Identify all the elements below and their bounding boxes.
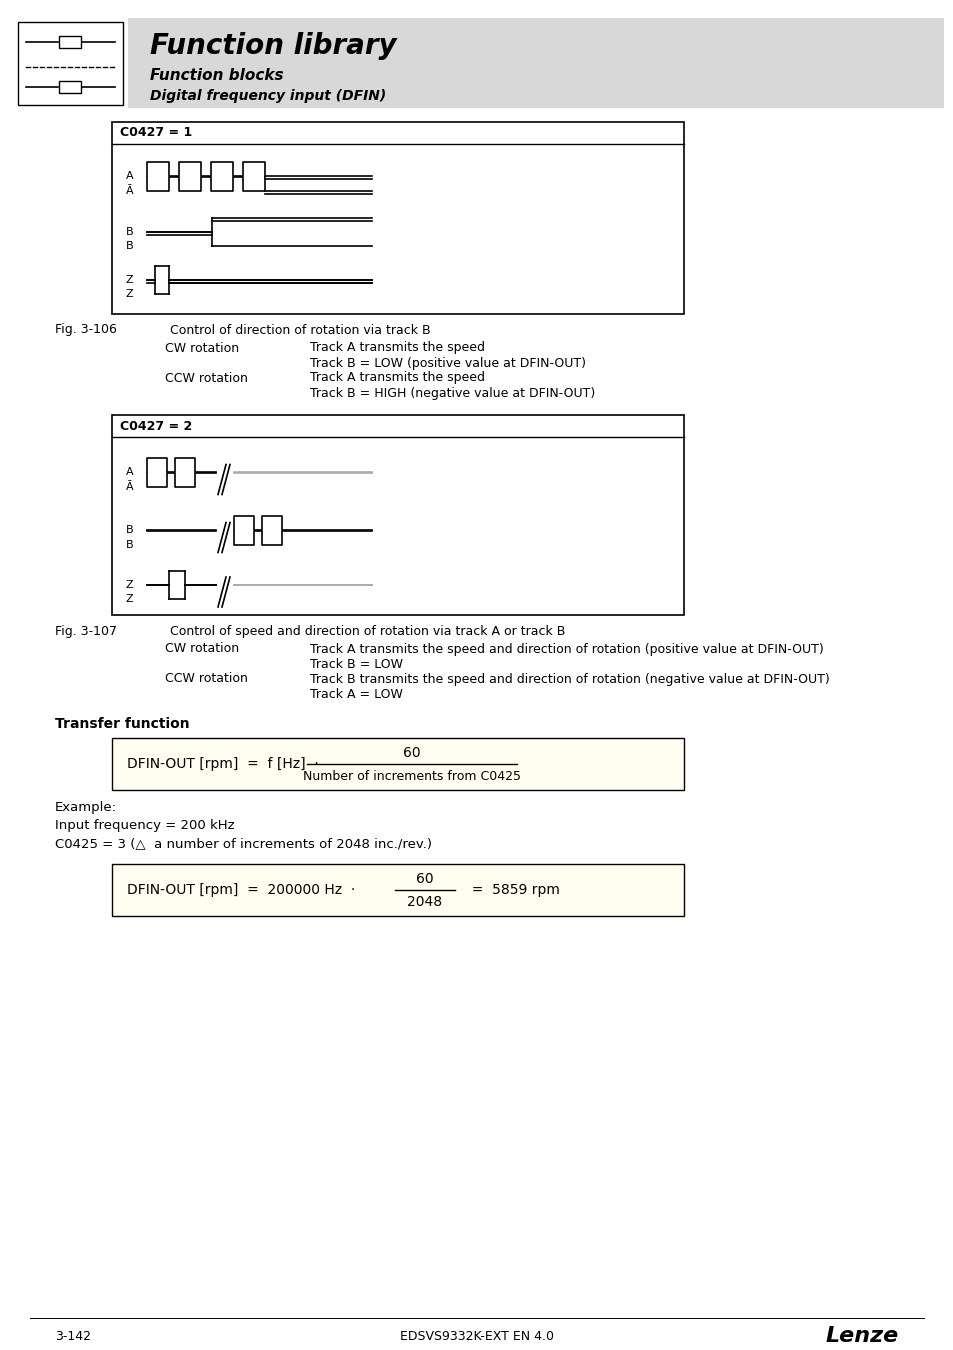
Bar — [18, 22, 123, 105]
Bar — [112, 414, 683, 616]
Text: Fig. 3-107: Fig. 3-107 — [55, 625, 117, 637]
Text: Z̄: Z̄ — [126, 289, 133, 298]
Text: C0425 = 3 (△  a number of increments of 2048 inc./rev.): C0425 = 3 (△ a number of increments of 2… — [55, 837, 432, 850]
Text: Ā: Ā — [126, 482, 133, 491]
Text: CCW rotation: CCW rotation — [165, 371, 248, 385]
Text: 60: 60 — [416, 872, 434, 886]
Text: Track A = LOW: Track A = LOW — [310, 687, 402, 701]
Text: B: B — [126, 525, 133, 535]
Text: CW rotation: CW rotation — [165, 342, 239, 355]
Text: Number of increments from C0425: Number of increments from C0425 — [303, 769, 520, 783]
Text: Function blocks: Function blocks — [150, 69, 283, 84]
Text: B̄: B̄ — [126, 242, 133, 251]
Text: Track A transmits the speed and direction of rotation (positive value at DFIN-OU: Track A transmits the speed and directio… — [310, 643, 822, 656]
Bar — [112, 122, 683, 315]
Text: Digital frequency input (DFIN): Digital frequency input (DFIN) — [150, 89, 386, 103]
Text: 2048: 2048 — [407, 895, 442, 909]
Text: Input frequency = 200 kHz: Input frequency = 200 kHz — [55, 819, 234, 833]
Text: 60: 60 — [403, 747, 420, 760]
Text: Track A transmits the speed: Track A transmits the speed — [310, 342, 484, 355]
Text: Track B transmits the speed and direction of rotation (negative value at DFIN-OU: Track B transmits the speed and directio… — [310, 672, 829, 686]
Text: A: A — [126, 171, 133, 181]
Bar — [112, 864, 683, 917]
Text: EDSVS9332K-EXT EN 4.0: EDSVS9332K-EXT EN 4.0 — [399, 1330, 554, 1342]
Text: 3-142: 3-142 — [55, 1330, 91, 1342]
Text: Z: Z — [126, 580, 133, 590]
Text: Z̄: Z̄ — [126, 594, 133, 603]
Text: CCW rotation: CCW rotation — [165, 672, 248, 686]
Text: CW rotation: CW rotation — [165, 643, 239, 656]
Text: Ā: Ā — [126, 186, 133, 196]
Text: B̄: B̄ — [126, 540, 133, 549]
Text: Control of speed and direction of rotation via track A or track B: Control of speed and direction of rotati… — [170, 625, 565, 637]
Text: B: B — [126, 227, 133, 238]
Text: Track B = HIGH (negative value at DFIN-OUT): Track B = HIGH (negative value at DFIN-O… — [310, 386, 595, 400]
Text: C0427 = 1: C0427 = 1 — [120, 127, 193, 139]
Text: Transfer function: Transfer function — [55, 717, 190, 730]
Text: Track B = LOW (positive value at DFIN-OUT): Track B = LOW (positive value at DFIN-OU… — [310, 356, 585, 370]
Bar — [59, 81, 81, 93]
Text: Function library: Function library — [150, 32, 396, 59]
Text: Fig. 3-106: Fig. 3-106 — [55, 324, 117, 336]
Bar — [128, 18, 943, 108]
Bar — [59, 36, 81, 49]
Text: =  5859 rpm: = 5859 rpm — [462, 883, 559, 896]
Text: Z: Z — [126, 275, 133, 285]
Text: Lenze: Lenze — [825, 1326, 898, 1346]
Bar — [112, 738, 683, 790]
Text: DFIN-OUT [rpm]  =  f [Hz]  ·: DFIN-OUT [rpm] = f [Hz] · — [127, 757, 318, 771]
Text: Track A transmits the speed: Track A transmits the speed — [310, 371, 484, 385]
Text: C0427 = 2: C0427 = 2 — [120, 420, 193, 432]
Text: Track B = LOW: Track B = LOW — [310, 657, 402, 671]
Text: DFIN-OUT [rpm]  =  200000 Hz  ·: DFIN-OUT [rpm] = 200000 Hz · — [127, 883, 355, 896]
Text: Example:: Example: — [55, 802, 117, 814]
Text: A: A — [126, 467, 133, 477]
Text: Control of direction of rotation via track B: Control of direction of rotation via tra… — [170, 324, 430, 336]
